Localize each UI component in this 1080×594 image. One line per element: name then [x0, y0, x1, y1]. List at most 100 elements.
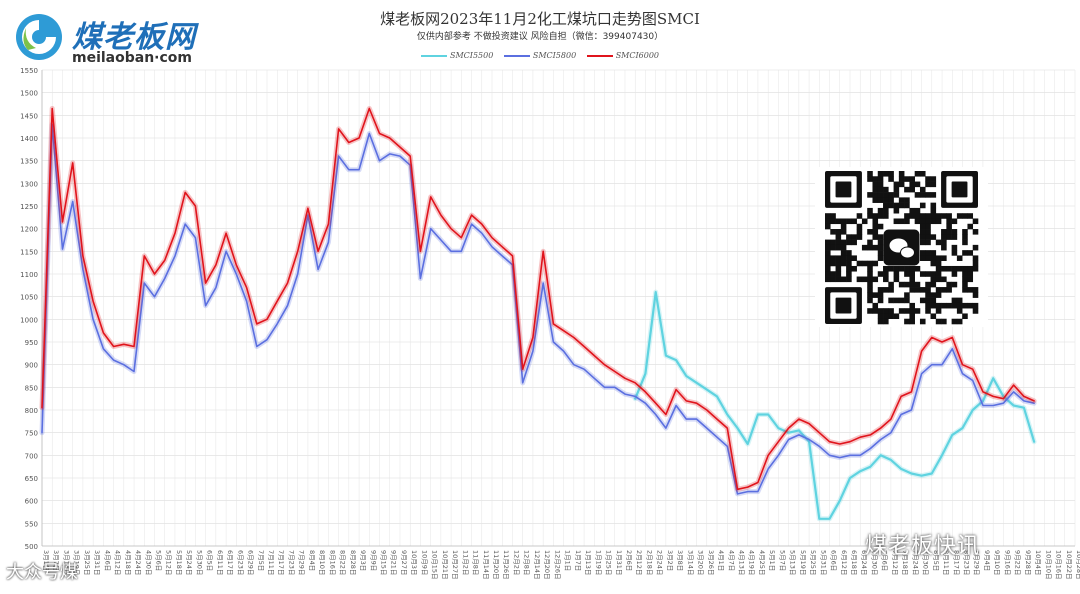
x-tick-label: 3月13日	[62, 550, 70, 575]
qr-module	[872, 302, 879, 309]
x-tick-label: 12月26日	[553, 550, 561, 580]
x-tick-label: 8月11日	[942, 550, 950, 575]
x-tick-label: 10月28日	[1075, 550, 1080, 580]
x-tick-label: 6月30日	[870, 550, 878, 575]
qr-module	[925, 239, 931, 246]
qr-module	[893, 186, 900, 193]
qr-module	[967, 223, 974, 230]
x-tick-label: 8月23日	[962, 550, 970, 575]
qr-module	[909, 308, 915, 314]
qr-module	[962, 265, 968, 272]
qr-module	[846, 260, 852, 267]
qr-module	[893, 313, 900, 320]
qr-module	[925, 297, 931, 304]
qr-module	[956, 297, 963, 304]
y-tick-label: 600	[25, 498, 38, 506]
qr-module	[877, 287, 884, 293]
x-tick-label: 1月31日	[615, 550, 623, 575]
qr-module	[883, 313, 889, 320]
qr-module	[941, 244, 947, 251]
chart-legend: SMCI5500 SMCI5800 SMCI6000	[0, 51, 1080, 60]
qr-finder-core	[951, 181, 968, 198]
x-tick-label: 2月12日	[635, 550, 643, 575]
y-tick-label: 550	[25, 520, 38, 528]
x-tick-label: 9月9日	[369, 550, 377, 571]
qr-module	[825, 265, 831, 272]
y-tick-label: 900	[25, 362, 38, 370]
qr-module	[919, 250, 926, 256]
qr-module	[888, 171, 894, 177]
x-tick-label: 4月1日	[717, 550, 725, 571]
qr-module	[967, 287, 974, 293]
x-tick-label: 1月25日	[605, 550, 613, 575]
qr-module	[877, 197, 884, 203]
qr-module	[904, 202, 910, 209]
qr-module	[867, 292, 873, 298]
qr-module	[877, 318, 884, 325]
x-tick-label: 10月27日	[451, 550, 459, 580]
qr-module	[925, 271, 931, 277]
qr-module	[941, 234, 947, 240]
qr-module	[883, 271, 889, 277]
qr-module	[883, 207, 889, 214]
legend-label-smci6000: SMCI6000	[615, 51, 660, 60]
qr-module	[972, 308, 979, 314]
y-tick-label: 950	[25, 339, 38, 347]
qr-module	[830, 229, 836, 235]
x-tick-label: 5月6日	[155, 550, 163, 571]
chart-subtitle: 仅供内部参考 不做投资建议 风险自担（微信：399407430）	[416, 32, 664, 42]
qr-module	[830, 260, 836, 267]
qr-module	[909, 318, 915, 325]
qr-module	[883, 186, 889, 193]
qr-module	[867, 207, 873, 214]
qr-module	[883, 171, 889, 177]
qr-module	[867, 192, 873, 198]
qr-module	[925, 181, 931, 188]
x-tick-label: 9月3日	[359, 550, 367, 571]
qr-module	[856, 229, 863, 235]
qr-module	[872, 229, 879, 235]
qr-module	[962, 287, 968, 293]
y-tick-label: 1200	[20, 226, 38, 234]
qr-module	[877, 176, 884, 182]
qr-module	[972, 292, 979, 298]
x-tick-label: 10月9日	[420, 550, 428, 575]
qr-module	[877, 234, 884, 240]
qr-module	[914, 207, 921, 214]
qr-module	[919, 287, 926, 293]
qr-module	[867, 287, 873, 293]
qr-module	[941, 276, 947, 283]
qr-module	[898, 176, 905, 182]
qr-module	[956, 255, 963, 261]
qr-module	[846, 271, 852, 277]
qr-module	[909, 287, 915, 293]
y-tick-label: 500	[25, 543, 38, 551]
qr-module	[919, 213, 926, 219]
qr-module	[956, 265, 963, 272]
x-tick-label: 8月16日	[328, 550, 336, 575]
qr-module	[930, 207, 937, 214]
qr-module	[883, 308, 889, 314]
qr-module	[835, 229, 842, 235]
legend-item-smci5800: SMCI5800	[503, 51, 576, 60]
qr-module	[941, 229, 947, 235]
qr-module	[925, 218, 931, 225]
qr-module	[872, 213, 879, 219]
x-tick-label: 8月5日	[932, 550, 940, 571]
qr-module	[840, 218, 847, 225]
x-tick-label: 8月29日	[973, 550, 981, 575]
qr-module	[861, 218, 868, 225]
qr-module	[893, 202, 900, 209]
qr-module	[867, 276, 873, 283]
legend-label-smci5500: SMCI5500	[449, 51, 494, 60]
qr-module	[877, 250, 884, 256]
x-tick-label: 10月22日	[1065, 550, 1073, 580]
qr-module	[935, 302, 942, 309]
qr-module	[856, 234, 863, 240]
x-tick-label: 7月5日	[257, 550, 265, 571]
series-line-smci5500	[634, 291, 1036, 520]
x-tick-label: 10月16日	[1055, 550, 1063, 580]
qr-module	[951, 271, 958, 277]
qr-module	[856, 213, 863, 219]
qr-module	[825, 255, 831, 261]
